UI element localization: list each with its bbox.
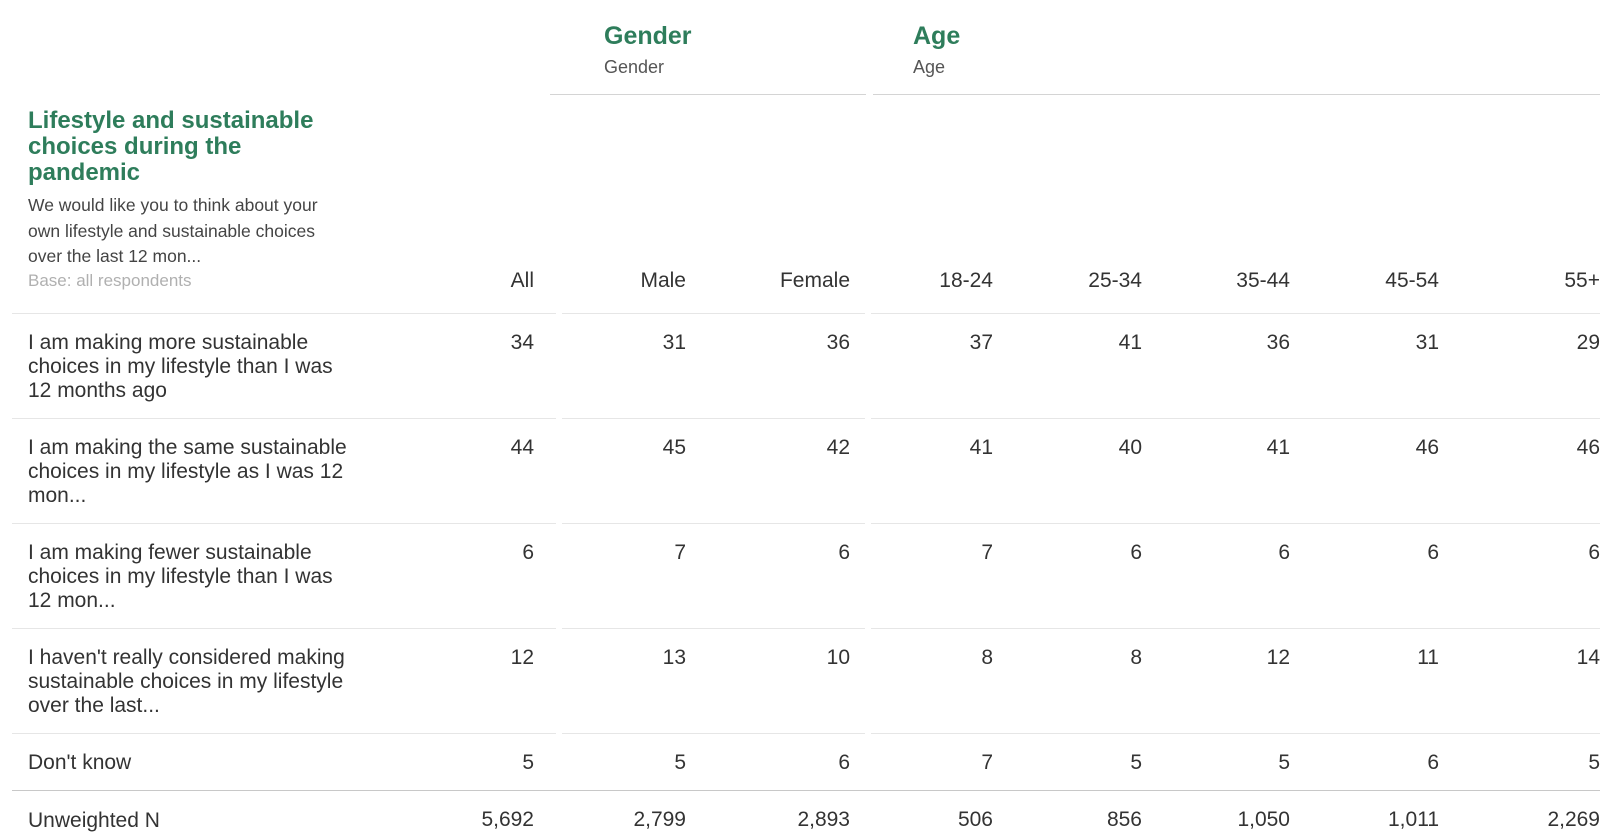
header-separator	[12, 313, 556, 314]
column-header-age-45-54: 45-54	[1385, 269, 1439, 292]
header-separator	[562, 313, 865, 314]
group-title-age: Age	[913, 22, 961, 50]
row-separator	[12, 418, 556, 419]
row-separator	[562, 628, 865, 629]
unweighted-n-cell: 856	[1106, 808, 1142, 831]
table-cell: 13	[662, 646, 686, 669]
column-header-age-18-24: 18-24	[939, 269, 993, 292]
row-separator	[871, 418, 1600, 419]
table-cell: 14	[1576, 646, 1600, 669]
column-header-age-35-44: 35-44	[1236, 269, 1290, 292]
table-cell: 46	[1415, 436, 1439, 459]
table-cell: 6	[838, 751, 850, 774]
table-cell: 8	[981, 646, 993, 669]
row-separator	[871, 523, 1600, 524]
table-cell: 6	[1130, 541, 1142, 564]
table-cell: 6	[1427, 751, 1439, 774]
table-cell: 5	[1130, 751, 1142, 774]
unweighted-n-cell: 2,269	[1547, 808, 1600, 831]
table-cell: 5	[674, 751, 686, 774]
group-underline-age	[873, 94, 1600, 95]
group-underline-gender	[550, 94, 866, 95]
row-separator	[562, 733, 865, 734]
table-cell: 36	[1266, 331, 1290, 354]
column-header-age-55-plus: 55+	[1564, 269, 1600, 292]
table-cell: 31	[1415, 331, 1439, 354]
table-cell: 41	[1266, 436, 1290, 459]
row-separator	[12, 523, 556, 524]
unweighted-n-cell: 1,050	[1237, 808, 1290, 831]
column-header-all: All	[510, 269, 534, 292]
row-label: I am making the same sustainable choices…	[28, 436, 347, 507]
table-cell: 6	[1427, 541, 1439, 564]
table-cell: 11	[1417, 646, 1439, 669]
table-cell: 10	[826, 646, 850, 669]
table-cell: 29	[1576, 331, 1600, 354]
column-header-age-25-34: 25-34	[1088, 269, 1142, 292]
unweighted-n-cell: 2,799	[633, 808, 686, 831]
table-cell: 41	[969, 436, 993, 459]
question-base: Base: all respondents	[28, 271, 192, 290]
unweighted-n-cell: 506	[957, 808, 993, 831]
row-separator	[12, 628, 556, 629]
group-subtitle-gender: Gender	[604, 57, 665, 77]
unweighted-n-cell: 2,893	[797, 808, 850, 831]
row-label: Don't know	[28, 751, 132, 774]
table-cell: 45	[662, 436, 686, 459]
table-cell: 41	[1118, 331, 1142, 354]
table-cell: 42	[826, 436, 850, 459]
row-separator	[871, 628, 1600, 629]
table-cell: 40	[1118, 436, 1142, 459]
table-cell: 6	[1588, 541, 1600, 564]
table-cell: 31	[662, 331, 686, 354]
row-label: I am making more sustainable choices in …	[28, 331, 333, 402]
column-header-female: Female	[779, 269, 850, 292]
table-cell: 7	[981, 751, 993, 774]
group-title-gender: Gender	[604, 22, 692, 50]
table-cell: 46	[1576, 436, 1600, 459]
totals-separator	[12, 790, 1600, 791]
table-cell: 5	[1278, 751, 1290, 774]
question-title: Lifestyle and sustainable choices during…	[28, 107, 314, 186]
table-cell: 12	[510, 646, 534, 669]
row-separator	[562, 418, 865, 419]
unweighted-n-cell: 1,011	[1388, 808, 1439, 831]
row-separator	[12, 733, 556, 734]
table-cell: 5	[1588, 751, 1600, 774]
table-cell: 6	[522, 541, 534, 564]
table-cell: 37	[969, 331, 993, 354]
table-cell: 8	[1130, 646, 1142, 669]
table-cell: 44	[510, 436, 534, 459]
table-cell: 7	[674, 541, 686, 564]
column-header-male: Male	[640, 269, 686, 292]
table-cell: 12	[1266, 646, 1290, 669]
table-cell: 36	[826, 331, 850, 354]
table-cell: 34	[510, 331, 534, 354]
table-cell: 6	[838, 541, 850, 564]
question-description: We would like you to think about your ow…	[28, 195, 318, 266]
table-cell: 6	[1278, 541, 1290, 564]
unweighted-n-cell: 5,692	[481, 808, 534, 831]
row-label: I am making fewer sustainable choices in…	[28, 541, 333, 612]
row-separator	[562, 523, 865, 524]
row-label: I haven't really considered making susta…	[28, 646, 345, 717]
table-cell: 5	[522, 751, 534, 774]
unweighted-n-label: Unweighted N	[28, 809, 160, 832]
header-separator	[871, 313, 1600, 314]
group-subtitle-age: Age	[913, 57, 946, 77]
table-cell: 7	[981, 541, 993, 564]
row-separator	[871, 733, 1600, 734]
